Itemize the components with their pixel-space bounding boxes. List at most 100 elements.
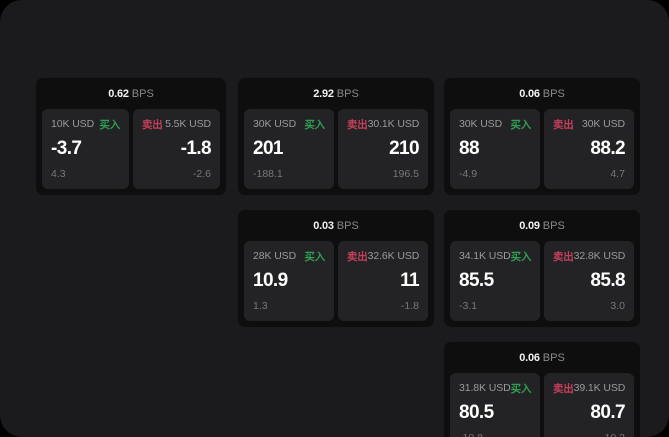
quote-column-2: 2.92 BPS 30K USD 买入 201 -188.1 卖出 bbox=[238, 78, 434, 342]
quote-card[interactable]: 0.62 BPS 10K USD 买入 -3.7 4.3 卖出 bbox=[36, 78, 226, 195]
sell-tag: 卖出 bbox=[553, 118, 574, 131]
card-body: 28K USD 买入 10.9 1.3 卖出 32.6K USD 11 -1.8 bbox=[244, 241, 428, 321]
bps-unit-label: BPS bbox=[542, 352, 565, 364]
card-header: 0.06 BPS bbox=[450, 84, 634, 109]
buy-tag: 买入 bbox=[304, 118, 325, 131]
sell-size-label: 30K USD bbox=[581, 118, 625, 130]
sell-side[interactable]: 卖出 30K USD 88.2 4.7 bbox=[544, 109, 634, 189]
card-header: 0.62 BPS bbox=[42, 84, 220, 109]
buy-side-header: 34.1K USD 买入 bbox=[459, 249, 531, 263]
buy-tag: 买入 bbox=[99, 118, 120, 131]
buy-delta: -4.9 bbox=[459, 168, 478, 180]
card-body: 30K USD 买入 88 -4.9 卖出 30K USD 88.2 4.7 bbox=[450, 109, 634, 189]
buy-delta: -3.1 bbox=[459, 300, 478, 312]
quote-column-3: 0.06 BPS 30K USD 买入 88 -4.9 卖出 bbox=[444, 78, 640, 437]
sell-side[interactable]: 卖出 32.8K USD 85.8 3.0 bbox=[544, 241, 634, 321]
quote-card-grid: 0.62 BPS 10K USD 买入 -3.7 4.3 卖出 bbox=[36, 78, 640, 437]
sell-side-header: 卖出 30.1K USD bbox=[347, 117, 419, 131]
sell-side-header: 卖出 5.5K USD bbox=[142, 117, 211, 131]
quote-card[interactable]: 0.03 BPS 28K USD 买入 10.9 1.3 卖出 bbox=[238, 210, 434, 327]
buy-side-header: 30K USD 买入 bbox=[459, 117, 531, 131]
buy-size-label: 31.8K USD bbox=[459, 382, 511, 394]
bps-value: 2.92 bbox=[313, 88, 334, 100]
buy-side[interactable]: 34.1K USD 买入 85.5 -3.1 bbox=[450, 241, 540, 321]
sell-side-header: 卖出 32.6K USD bbox=[347, 249, 419, 263]
quote-card[interactable]: 0.06 BPS 30K USD 买入 88 -4.9 卖出 bbox=[444, 78, 640, 195]
card-header: 0.09 BPS bbox=[450, 216, 634, 241]
buy-side-header: 28K USD 买入 bbox=[253, 249, 325, 263]
sell-side[interactable]: 卖出 5.5K USD -1.8 -2.6 bbox=[133, 109, 220, 189]
sell-price: 88.2 bbox=[590, 138, 625, 159]
sell-side[interactable]: 卖出 39.1K USD 80.7 10.2 bbox=[544, 373, 634, 437]
buy-size-label: 30K USD bbox=[459, 118, 503, 130]
sell-side-header: 卖出 30K USD bbox=[553, 117, 625, 131]
sell-price: 80.7 bbox=[590, 402, 625, 423]
buy-size-label: 34.1K USD bbox=[459, 250, 511, 262]
sell-delta: 4.7 bbox=[610, 168, 625, 180]
buy-side-header: 10K USD 买入 bbox=[51, 117, 120, 131]
bps-unit-label: BPS bbox=[336, 220, 359, 232]
buy-tag: 买入 bbox=[510, 382, 532, 395]
sell-tag: 卖出 bbox=[347, 250, 368, 263]
bps-unit-label: BPS bbox=[542, 88, 565, 100]
sell-delta: 10.2 bbox=[553, 432, 625, 437]
buy-delta: 1.3 bbox=[253, 300, 268, 312]
buy-price: 10.9 bbox=[253, 270, 288, 291]
buy-delta: -10.8 bbox=[459, 432, 531, 437]
buy-tag: 买入 bbox=[510, 250, 532, 263]
buy-side-header: 31.8K USD 买入 bbox=[459, 381, 531, 395]
sell-tag: 卖出 bbox=[553, 382, 574, 395]
sell-delta: -2.6 bbox=[192, 168, 211, 180]
buy-side[interactable]: 10K USD 买入 -3.7 4.3 bbox=[42, 109, 129, 189]
sell-side-header: 卖出 39.1K USD bbox=[553, 381, 625, 395]
buy-size-label: 10K USD bbox=[51, 118, 95, 130]
sell-tag: 卖出 bbox=[142, 118, 163, 131]
buy-price: 80.5 bbox=[459, 402, 494, 423]
buy-price: -3.7 bbox=[51, 138, 82, 159]
card-body: 30K USD 买入 201 -188.1 卖出 30.1K USD 210 1… bbox=[244, 109, 428, 189]
quote-card[interactable]: 0.09 BPS 34.1K USD 买入 85.5 -3.1 卖出 bbox=[444, 210, 640, 327]
card-body: 34.1K USD 买入 85.5 -3.1 卖出 32.8K USD 85.8… bbox=[450, 241, 634, 321]
card-header: 2.92 BPS bbox=[244, 84, 428, 109]
sell-size-label: 32.6K USD bbox=[367, 250, 420, 262]
buy-side-header: 30K USD 买入 bbox=[253, 117, 325, 131]
card-body: 31.8K USD 买入 80.5 -10.8 卖出 39.1K USD 80.… bbox=[450, 373, 634, 437]
buy-size-label: 30K USD bbox=[253, 118, 297, 130]
quote-column-1: 0.62 BPS 10K USD 买入 -3.7 4.3 卖出 bbox=[36, 78, 226, 210]
sell-delta: 3.0 bbox=[610, 300, 625, 312]
sell-side-header: 卖出 32.8K USD bbox=[553, 249, 625, 263]
card-header: 0.03 BPS bbox=[244, 216, 428, 241]
bps-unit-label: BPS bbox=[542, 220, 565, 232]
bps-value: 0.03 bbox=[313, 220, 334, 232]
sell-delta: -1.8 bbox=[400, 300, 419, 312]
sell-size-label: 30.1K USD bbox=[367, 118, 420, 130]
bps-unit-label: BPS bbox=[131, 88, 154, 100]
buy-price: 88 bbox=[459, 138, 480, 159]
sell-size-label: 5.5K USD bbox=[165, 118, 211, 130]
buy-price: 201 bbox=[253, 138, 284, 159]
buy-delta: -188.1 bbox=[253, 168, 283, 180]
buy-size-label: 28K USD bbox=[253, 250, 297, 262]
buy-tag: 买入 bbox=[510, 118, 531, 131]
card-header: 0.06 BPS bbox=[450, 348, 634, 373]
buy-side[interactable]: 28K USD 买入 10.9 1.3 bbox=[244, 241, 334, 321]
bps-value: 0.06 bbox=[519, 352, 540, 364]
buy-side[interactable]: 31.8K USD 买入 80.5 -10.8 bbox=[450, 373, 540, 437]
sell-price: 85.8 bbox=[590, 270, 625, 291]
buy-side[interactable]: 30K USD 买入 201 -188.1 bbox=[244, 109, 334, 189]
sell-size-label: 39.1K USD bbox=[573, 382, 626, 394]
bps-value: 0.62 bbox=[108, 88, 129, 100]
sell-price: -1.8 bbox=[180, 138, 212, 159]
sell-size-label: 32.8K USD bbox=[573, 250, 626, 262]
sell-tag: 卖出 bbox=[347, 118, 368, 131]
quote-card[interactable]: 2.92 BPS 30K USD 买入 201 -188.1 卖出 bbox=[238, 78, 434, 195]
sell-side[interactable]: 卖出 32.6K USD 11 -1.8 bbox=[338, 241, 428, 321]
card-body: 10K USD 买入 -3.7 4.3 卖出 5.5K USD -1.8 -2.… bbox=[42, 109, 220, 189]
bps-value: 0.06 bbox=[519, 88, 540, 100]
sell-side[interactable]: 卖出 30.1K USD 210 196.5 bbox=[338, 109, 428, 189]
buy-side[interactable]: 30K USD 买入 88 -4.9 bbox=[450, 109, 540, 189]
bps-unit-label: BPS bbox=[336, 88, 359, 100]
buy-delta: 4.3 bbox=[51, 168, 66, 180]
